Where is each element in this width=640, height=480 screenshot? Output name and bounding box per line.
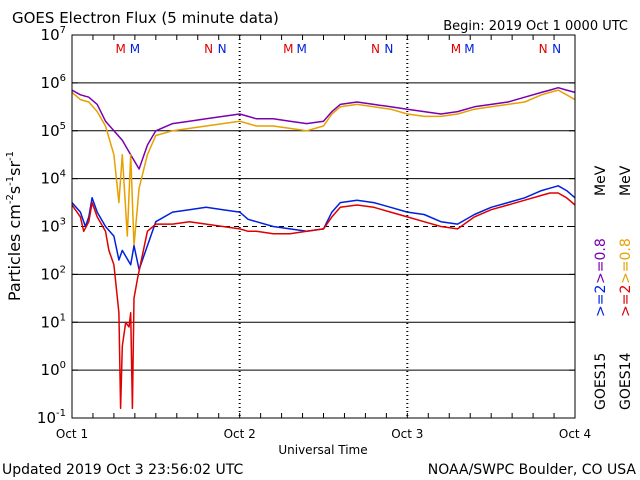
plot-frame <box>71 34 576 419</box>
y-tick-label: 103 <box>41 217 66 236</box>
x-tick-label: Oct 3 <box>391 427 423 441</box>
marker-label: N <box>218 42 227 56</box>
marker-label: M <box>451 42 461 56</box>
legend-goes14-ge08: >=0.8 <box>618 238 634 284</box>
credit: NOAA/SWPC Boulder, CO USA <box>428 462 637 478</box>
marker-label: M <box>130 42 140 56</box>
y-tick-label: 104 <box>41 169 66 188</box>
y-tick-label: 105 <box>41 121 66 140</box>
y-tick-label: 102 <box>41 264 66 283</box>
chart-title: GOES Electron Flux (5 minute data) <box>12 9 279 27</box>
legend-goes14: GOES14 <box>618 352 634 410</box>
series-line-2 <box>71 185 576 271</box>
y-tick-label: 10-1 <box>37 408 66 427</box>
marker-label: M <box>297 42 307 56</box>
marker-label: N <box>539 42 548 56</box>
x-tick-label: Oct 4 <box>559 427 591 441</box>
marker-label: N <box>204 42 213 56</box>
x-tick-label: Oct 1 <box>56 427 88 441</box>
y-tick-label: 106 <box>41 73 66 92</box>
x-tick-label: Oct 2 <box>224 427 256 441</box>
x-axis-label: Universal Time <box>278 443 367 457</box>
marker-label: N <box>384 42 393 56</box>
series-line-3 <box>71 192 576 410</box>
begin-time: Begin: 2019 Oct 1 0000 UTC <box>443 19 628 34</box>
legend-unit-col1: MeV <box>593 165 609 196</box>
series-layer <box>71 86 576 410</box>
y-tick-label: 100 <box>41 360 66 379</box>
y-axis-label: Particles cm-2s-1sr-1 <box>5 151 24 301</box>
y-tick-label: 107 <box>41 25 66 44</box>
legend-goes15: GOES15 <box>593 353 609 410</box>
updated-time: Updated 2019 Oct 3 23:56:02 UTC <box>2 462 243 478</box>
series-line-0 <box>71 86 576 170</box>
y-tick-labels: 10-1 100 101 102 103 104 105 106 107 <box>37 25 66 427</box>
legend-goes15-ge2: >=2 <box>593 285 609 317</box>
marker-label: M <box>464 42 474 56</box>
marker-label: N <box>552 42 561 56</box>
legend-goes14-ge2: >=2 <box>618 285 634 317</box>
y-tick-label: 101 <box>41 312 66 331</box>
series-line-1 <box>71 89 576 247</box>
marker-label: M <box>115 42 125 56</box>
legend-goes15-ge08: >=0.8 <box>593 238 609 284</box>
x-tick-labels: Oct 1 Oct 2 Oct 3 Oct 4 <box>56 427 591 441</box>
marker-label: N <box>371 42 380 56</box>
grid-layer <box>71 34 576 419</box>
legend-unit-col2: MeV <box>618 165 634 196</box>
marker-label: M <box>283 42 293 56</box>
